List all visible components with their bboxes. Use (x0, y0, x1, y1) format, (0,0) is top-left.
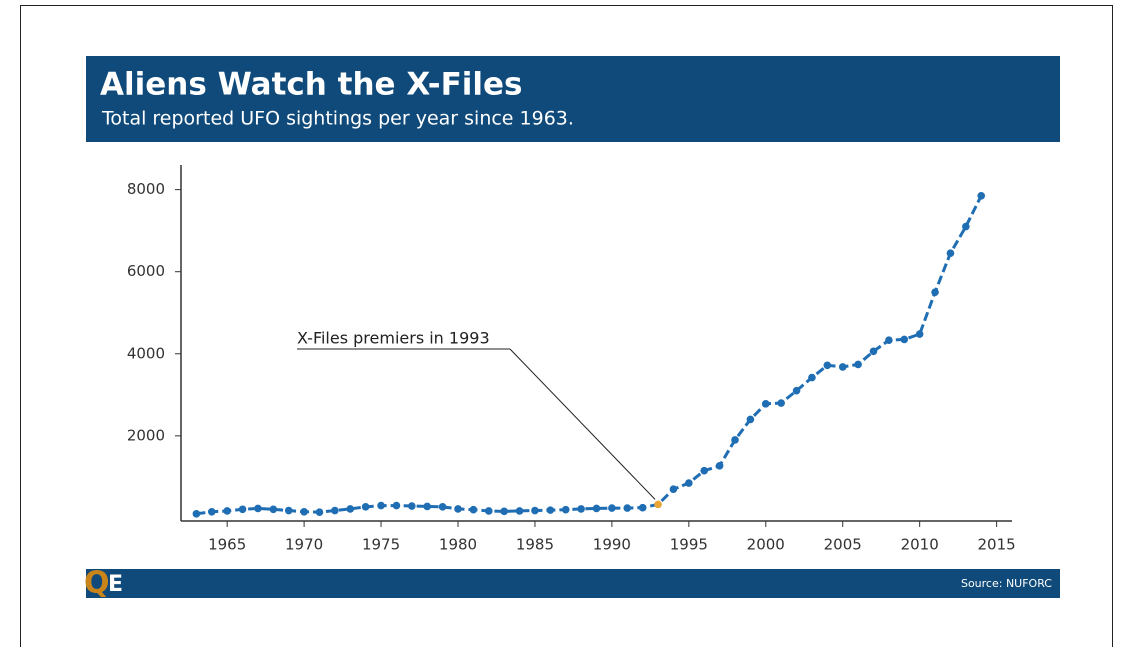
data-point (423, 502, 432, 511)
data-point (315, 508, 324, 516)
data-point (192, 510, 201, 518)
data-point (300, 507, 308, 516)
data-point (592, 504, 601, 513)
annotation-line (509, 348, 656, 500)
data-point (685, 479, 693, 487)
logo-q: Q (84, 566, 110, 601)
chart-subtitle: Total reported UFO sightings per year si… (101, 108, 574, 130)
data-point (284, 506, 293, 515)
data-point (361, 503, 370, 511)
x-tick-label: 1995 (670, 536, 708, 554)
data-point (977, 191, 986, 200)
data-point (531, 506, 539, 515)
title-banner (86, 56, 1060, 142)
source: Source: NUFORC (961, 577, 1052, 590)
annotation: X-Files premiers in 1993 (297, 329, 490, 348)
data-point (392, 501, 401, 510)
x-tick-label: 2015 (978, 536, 1016, 554)
data-point (438, 503, 447, 511)
data-point (577, 505, 585, 513)
data-point (746, 415, 755, 424)
data-point (731, 436, 739, 444)
y-tick-label: 8000 (127, 180, 165, 198)
data-point (915, 330, 924, 338)
logo-e: E (108, 572, 123, 597)
footer-bar (86, 569, 1060, 598)
data-point (808, 373, 816, 382)
data-point (792, 386, 801, 395)
x-tick-label: 1970 (285, 536, 323, 554)
y-tick-label: 6000 (127, 262, 165, 280)
data-point (869, 347, 878, 356)
data-point (546, 506, 555, 514)
data-point (269, 505, 278, 514)
data-point (207, 507, 216, 516)
data-point (761, 400, 770, 408)
data-point (223, 507, 231, 515)
data-point (900, 335, 909, 344)
data-point (946, 249, 955, 258)
data-point (346, 505, 355, 513)
data-point (331, 506, 339, 515)
data-point (454, 505, 462, 513)
data-point (931, 288, 939, 297)
data-point (254, 504, 262, 513)
data-point (408, 502, 416, 510)
y-tick-label: 2000 (127, 426, 165, 444)
chart-title: Aliens Watch the X-Files (100, 67, 523, 103)
x-tick-label: 1975 (362, 536, 400, 554)
x-tick-label: 1965 (208, 536, 246, 554)
frame (20, 5, 1113, 647)
data-point (838, 363, 847, 371)
data-point (608, 504, 616, 512)
data-point (669, 485, 678, 493)
x-tick-label: 1980 (439, 536, 477, 554)
x-tick-label: 2005 (824, 536, 862, 554)
data-point (469, 505, 478, 514)
data-point (623, 504, 632, 512)
data-point (377, 501, 385, 510)
data-point (777, 399, 785, 407)
data-point (823, 361, 832, 370)
data-point (700, 466, 709, 475)
data-point (484, 507, 493, 515)
data-point (962, 222, 970, 231)
data-point (561, 505, 570, 514)
highlight-point (654, 500, 662, 509)
data-point (238, 505, 247, 514)
y-tick-label: 4000 (127, 344, 165, 362)
x-tick-label: 1985 (516, 536, 554, 554)
data-point (638, 503, 647, 512)
data-point (715, 462, 724, 470)
data-point (500, 507, 508, 516)
x-tick-label: 2000 (747, 536, 785, 554)
data-point (515, 507, 524, 515)
x-tick-label: 1990 (593, 536, 631, 554)
data-point (854, 360, 862, 369)
data-line (196, 195, 983, 516)
data-point (885, 336, 893, 345)
x-tick-label: 2010 (901, 536, 939, 554)
